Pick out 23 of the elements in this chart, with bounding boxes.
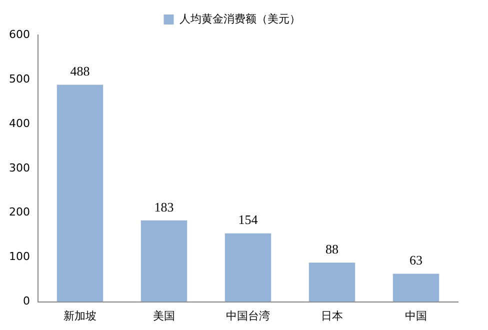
bar <box>56 84 104 302</box>
bar <box>224 233 272 302</box>
bar <box>140 220 188 302</box>
y-tick-label: 400 <box>8 116 30 130</box>
data-label: 88 <box>326 242 338 257</box>
y-tick-label: 300 <box>8 161 30 174</box>
data-label: 63 <box>410 252 422 268</box>
legend-label: 人均黄金消费额（美元） <box>179 12 300 26</box>
data-label: 183 <box>154 199 174 214</box>
y-tick-label: 600 <box>8 28 30 41</box>
data-label: 488 <box>70 64 90 79</box>
x-tick-label: 中国 <box>405 309 427 322</box>
data-label: 154 <box>238 212 258 228</box>
x-tick-label: 新加坡 <box>63 309 96 322</box>
y-tick-label: 0 <box>22 294 30 308</box>
bar <box>392 274 440 302</box>
bar <box>308 262 356 302</box>
y-tick-label: 100 <box>8 250 30 264</box>
y-tick-label: 200 <box>8 206 30 219</box>
x-tick-label: 美国 <box>152 309 175 322</box>
x-tick-label: 日本 <box>321 309 343 322</box>
x-tick-label: 中国台湾 <box>226 309 270 322</box>
y-tick-label: 500 <box>8 72 30 86</box>
